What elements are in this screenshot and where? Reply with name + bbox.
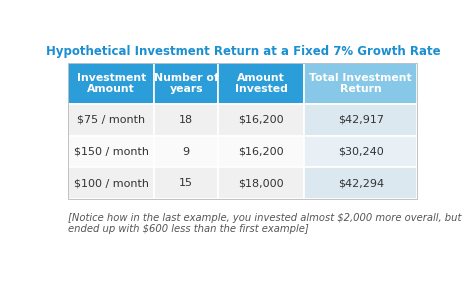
Text: $16,200: $16,200 — [238, 115, 284, 125]
Text: $100 / month: $100 / month — [73, 178, 149, 188]
FancyBboxPatch shape — [304, 167, 418, 199]
FancyBboxPatch shape — [154, 104, 219, 136]
FancyBboxPatch shape — [154, 136, 219, 167]
FancyBboxPatch shape — [219, 167, 304, 199]
FancyBboxPatch shape — [219, 63, 304, 104]
FancyBboxPatch shape — [154, 167, 219, 199]
FancyBboxPatch shape — [219, 136, 304, 167]
FancyBboxPatch shape — [68, 63, 154, 104]
FancyBboxPatch shape — [68, 167, 154, 199]
Text: $18,000: $18,000 — [238, 178, 284, 188]
Text: $16,200: $16,200 — [238, 147, 284, 157]
Text: $150 / month: $150 / month — [73, 147, 149, 157]
Text: 15: 15 — [179, 178, 193, 188]
FancyBboxPatch shape — [68, 104, 154, 136]
Text: 9: 9 — [182, 147, 190, 157]
Text: Number of
years: Number of years — [154, 73, 219, 94]
FancyBboxPatch shape — [219, 104, 304, 136]
FancyBboxPatch shape — [304, 63, 418, 104]
Text: $42,294: $42,294 — [337, 178, 384, 188]
Text: $75 / month: $75 / month — [77, 115, 145, 125]
FancyBboxPatch shape — [68, 136, 154, 167]
FancyBboxPatch shape — [304, 136, 418, 167]
Text: $30,240: $30,240 — [338, 147, 383, 157]
Text: 18: 18 — [179, 115, 193, 125]
Text: Amount
Invested: Amount Invested — [235, 73, 288, 94]
FancyBboxPatch shape — [304, 104, 418, 136]
FancyBboxPatch shape — [154, 63, 219, 104]
Text: Hypothetical Investment Return at a Fixed 7% Growth Rate: Hypothetical Investment Return at a Fixe… — [46, 45, 440, 58]
Text: Investment
Amount: Investment Amount — [77, 73, 146, 94]
Text: Total Investment
Return: Total Investment Return — [310, 73, 412, 94]
Text: $42,917: $42,917 — [337, 115, 384, 125]
Text: [Notice how in the last example, you invested almost $2,000 more overall, but
en: [Notice how in the last example, you inv… — [68, 213, 462, 234]
